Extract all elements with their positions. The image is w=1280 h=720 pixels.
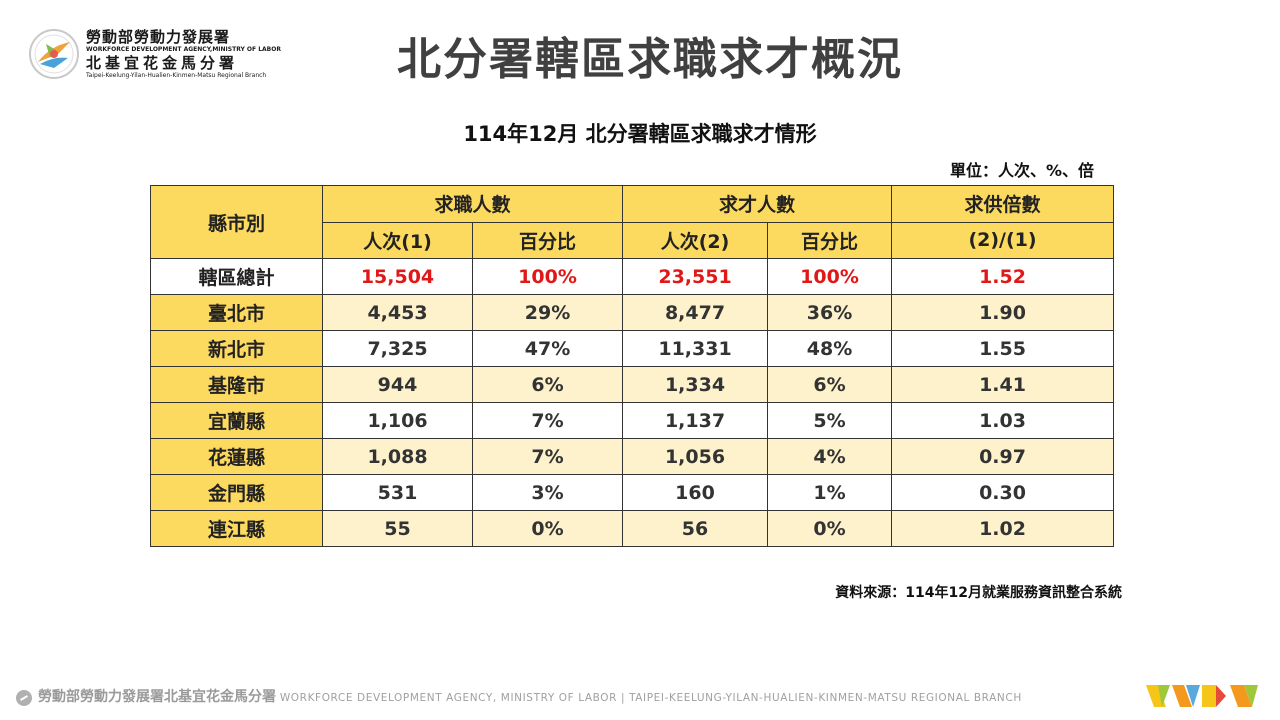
table-row-total: 轄區總計 15,504 100% 23,551 100% 1.52 bbox=[150, 258, 1115, 295]
unit-note: 單位：人次、%、倍 bbox=[949, 161, 1094, 180]
table-row: 花蓮縣 1,088 7% 1,056 4% 0.97 bbox=[150, 438, 1115, 475]
agency-emblem-icon bbox=[29, 29, 79, 79]
row-city: 轄區總計 bbox=[150, 258, 323, 295]
cell-ratio: 0.30 bbox=[891, 474, 1115, 511]
table-row: 臺北市 4,453 29% 8,477 36% 1.90 bbox=[150, 294, 1115, 331]
logo-agency-name-en: WORKFORCE DEVELOPMENT AGENCY,MINISTRY OF… bbox=[86, 46, 281, 53]
cell-vacancies-pct: 4% bbox=[767, 438, 893, 475]
row-city: 花蓮縣 bbox=[150, 438, 323, 475]
cell-vacancies-count: 1,334 bbox=[622, 366, 769, 403]
header-ratio-formula: (2)/(1) bbox=[891, 221, 1115, 259]
row-city: 臺北市 bbox=[150, 294, 323, 331]
brand-mark-icon bbox=[1146, 685, 1258, 707]
cell-vacancies-pct: 100% bbox=[767, 258, 893, 295]
cell-vacancies-count: 11,331 bbox=[622, 330, 769, 367]
cell-vacancies-pct: 5% bbox=[767, 402, 893, 439]
cell-seekers-pct: 47% bbox=[471, 330, 624, 367]
header-seekers: 求職人數 bbox=[321, 185, 624, 223]
cell-seekers-pct: 7% bbox=[471, 402, 624, 439]
header-seekers-count: 人次(1) bbox=[322, 221, 473, 259]
logo-branch-name-en: Taipei-Keelung-Yilan-Hualien-Kinmen-Mats… bbox=[86, 72, 267, 79]
cell-seekers-pct: 7% bbox=[471, 438, 624, 475]
cell-ratio: 1.90 bbox=[891, 294, 1115, 331]
row-city: 金門縣 bbox=[150, 474, 323, 511]
cell-seekers-pct: 0% bbox=[471, 510, 624, 547]
cell-vacancies-count: 8,477 bbox=[622, 294, 769, 331]
cell-seekers-count: 4,453 bbox=[322, 294, 473, 331]
table-row: 金門縣 531 3% 160 1% 0.30 bbox=[150, 474, 1115, 511]
cell-ratio: 1.41 bbox=[891, 366, 1115, 403]
cell-vacancies-pct: 1% bbox=[767, 474, 893, 511]
header-ratio: 求供倍數 bbox=[891, 185, 1115, 223]
agency-footer-icon bbox=[16, 689, 32, 706]
logo-branch-name: 北基宜花金馬分署 bbox=[86, 54, 239, 72]
table-row: 連江縣 55 0% 56 0% 1.02 bbox=[150, 510, 1115, 547]
cell-seekers-count: 944 bbox=[322, 366, 473, 403]
row-city: 基隆市 bbox=[150, 366, 323, 403]
cell-seekers-count: 55 bbox=[322, 510, 473, 547]
cell-ratio: 1.52 bbox=[891, 258, 1115, 295]
table-title: 114年12月 北分署轄區求職求才情形 bbox=[463, 122, 817, 146]
cell-seekers-count: 15,504 bbox=[322, 258, 473, 295]
cell-seekers-count: 531 bbox=[322, 474, 473, 511]
header-vacancies-pct: 百分比 bbox=[767, 221, 893, 259]
cell-seekers-count: 1,106 bbox=[322, 402, 473, 439]
header-vacancies-count: 人次(2) bbox=[622, 221, 769, 259]
cell-seekers-pct: 3% bbox=[471, 474, 624, 511]
cell-vacancies-count: 160 bbox=[622, 474, 769, 511]
table-row: 新北市 7,325 47% 11,331 48% 1.55 bbox=[150, 330, 1115, 367]
row-city: 新北市 bbox=[150, 330, 323, 367]
footer-agency-name-en: WORKFORCE DEVELOPMENT AGENCY, MINISTRY O… bbox=[279, 692, 1022, 704]
footer-agency-name: 勞動部勞動力發展署北基宜花金馬分署 bbox=[38, 689, 276, 705]
header-vacancies: 求才人數 bbox=[622, 185, 893, 223]
page-title: 北分署轄區求職求才概況 bbox=[397, 34, 903, 85]
header-city: 縣市別 bbox=[150, 185, 323, 259]
cell-seekers-count: 1,088 bbox=[322, 438, 473, 475]
cell-vacancies-pct: 0% bbox=[767, 510, 893, 547]
cell-vacancies-count: 1,137 bbox=[622, 402, 769, 439]
cell-vacancies-pct: 6% bbox=[767, 366, 893, 403]
table-row: 基隆市 944 6% 1,334 6% 1.41 bbox=[150, 366, 1115, 403]
cell-seekers-pct: 100% bbox=[471, 258, 624, 295]
cell-vacancies-count: 56 bbox=[622, 510, 769, 547]
cell-ratio: 1.55 bbox=[891, 330, 1115, 367]
logo-agency-name: 勞動部勞動力發展署 bbox=[86, 28, 231, 46]
cell-ratio: 1.03 bbox=[891, 402, 1115, 439]
agency-logo: 勞動部勞動力發展署 WORKFORCE DEVELOPMENT AGENCY,M… bbox=[28, 28, 281, 82]
table-row: 宜蘭縣 1,106 7% 1,137 5% 1.03 bbox=[150, 402, 1115, 439]
footer: 勞動部勞動力發展署北基宜花金馬分署 WORKFORCE DEVELOPMENT … bbox=[16, 686, 1156, 708]
cell-seekers-pct: 29% bbox=[471, 294, 624, 331]
header-seekers-pct: 百分比 bbox=[471, 221, 624, 259]
row-city: 連江縣 bbox=[150, 510, 323, 547]
row-city: 宜蘭縣 bbox=[150, 402, 323, 439]
job-stats-table: 縣市別 求職人數 求才人數 求供倍數 人次(1) 百分比 人次(2) 百分比 (… bbox=[150, 185, 1115, 547]
source-note: 資料來源：114年12月就業服務資訊整合系統 bbox=[835, 585, 1122, 601]
cell-seekers-count: 7,325 bbox=[322, 330, 473, 367]
cell-ratio: 0.97 bbox=[891, 438, 1115, 475]
cell-vacancies-pct: 48% bbox=[767, 330, 893, 367]
cell-vacancies-pct: 36% bbox=[767, 294, 893, 331]
cell-vacancies-count: 1,056 bbox=[622, 438, 769, 475]
cell-ratio: 1.02 bbox=[891, 510, 1115, 547]
cell-vacancies-count: 23,551 bbox=[622, 258, 769, 295]
cell-seekers-pct: 6% bbox=[471, 366, 624, 403]
